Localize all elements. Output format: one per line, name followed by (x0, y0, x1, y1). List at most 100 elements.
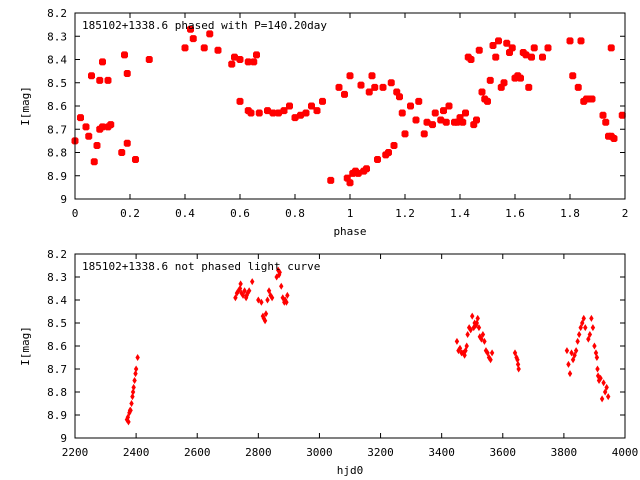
phased-y-axis-label: I[mag] (19, 86, 32, 126)
phased-x-tick-label: 1.4 (450, 207, 470, 220)
unphased-data-point (277, 268, 282, 276)
unphased-data-point (470, 312, 475, 320)
unphased-y-tick-label: 8.7 (47, 363, 67, 376)
unphased-x-tick-label: 3800 (551, 446, 578, 459)
phased-data-point (275, 109, 282, 117)
unphased-data-point (567, 370, 573, 378)
phased-data-point (610, 135, 618, 143)
phased-data-point (577, 37, 585, 45)
unphased-data-point (566, 360, 571, 368)
unphased-light-curve-panel: 2200 2400 2600 2800 3000 3200 3400 3600 3800 4000… (19, 248, 638, 477)
phased-data-point (90, 158, 98, 166)
unphased-x-tick-label: 3600 (490, 446, 517, 459)
unphased-data-point (578, 324, 583, 332)
unphased-y-axis-label: I[mag] (19, 326, 32, 366)
unphased-data-point (516, 365, 521, 373)
phased-x-tick-label: 0.2 (120, 207, 140, 220)
unphased-y-tick-label: 9 (60, 432, 67, 445)
unphased-data-point (590, 324, 596, 332)
unphased-data-point (489, 349, 495, 357)
unphased-x-axis-label: hjd0 (337, 464, 364, 477)
phased-data-point (484, 97, 491, 105)
phased-data-point (517, 74, 524, 82)
phased-data-point (255, 109, 263, 117)
unphased-data-point (485, 349, 490, 357)
unphased-data-point (488, 356, 493, 364)
phased-data-point (445, 102, 453, 110)
phased-data-point (286, 102, 293, 110)
unphased-data-point (263, 310, 269, 318)
unphased-data-point (133, 365, 139, 373)
unphased-data-point (480, 331, 486, 338)
phased-data-point (475, 46, 483, 54)
phased-data-point (423, 118, 431, 126)
unphased-data-point (454, 337, 460, 345)
phased-data-point (247, 109, 255, 117)
phased-data-point (107, 121, 115, 129)
unphased-data-point (240, 291, 246, 299)
unphased-data-point (135, 354, 140, 361)
phased-y-tick-label: 8.2 (47, 7, 67, 20)
phased-x-tick-label: 1.2 (395, 207, 415, 220)
phased-data-point (189, 35, 197, 43)
phased-y-tick-label: 8.5 (47, 77, 67, 90)
phased-data-point (123, 139, 131, 147)
phased-data-point (398, 109, 406, 117)
phased-data-point (132, 155, 139, 163)
phased-data-point (99, 58, 106, 66)
phased-data-point (371, 83, 379, 91)
unphased-data-point (595, 365, 600, 373)
phased-y-tick-label: 8.4 (47, 54, 67, 67)
phased-data-point (566, 37, 574, 45)
phased-x-axis-label: phase (333, 225, 366, 238)
unphased-data-point (284, 298, 289, 306)
phased-data-point (82, 123, 90, 131)
phased-data-point (319, 97, 326, 105)
phased-x-tick-label: 1.8 (560, 207, 580, 220)
unphased-y-tick-label: 8.9 (47, 409, 67, 422)
phased-data-point (145, 56, 153, 63)
phased-data-point (473, 116, 480, 124)
phased-data-point (302, 109, 310, 117)
unphased-data-point (592, 342, 597, 350)
unphased-data-point (587, 331, 593, 338)
phased-data-point (346, 179, 354, 187)
unphased-data-point (246, 287, 252, 295)
phased-y-tick-label: 8.9 (47, 170, 67, 183)
phased-data-point (379, 83, 387, 91)
unphased-y-tick-label: 8.3 (47, 271, 67, 284)
unphased-data-point (130, 393, 135, 401)
phased-y-tick-label: 8.6 (47, 100, 67, 113)
phased-data-point (244, 58, 252, 66)
phased-data-point (280, 107, 288, 115)
phased-data-point (396, 93, 403, 101)
phased-data-point (123, 69, 131, 77)
unphased-x-tick-label: 3000 (306, 446, 333, 459)
phased-data-point (503, 39, 511, 47)
unphased-data-point (594, 354, 600, 361)
unphased-x-tick-label: 2400 (123, 446, 150, 459)
unphased-data-point (279, 282, 284, 290)
phased-data-point (569, 72, 577, 80)
unphased-data-point (598, 374, 603, 382)
phased-data-point (346, 72, 354, 80)
unphased-data-point (130, 388, 136, 396)
phased-x-tick-label: 1.6 (505, 207, 525, 220)
phased-data-point (478, 88, 486, 96)
phased-chart-title: 185102+1338.6 phased with P=140.20day (82, 19, 327, 32)
phased-data-point (368, 72, 376, 80)
phased-data-points (71, 25, 626, 187)
phased-data-point (508, 44, 516, 52)
unphased-data-point (515, 356, 520, 364)
unphased-data-point (125, 413, 131, 421)
unphased-data-point (602, 388, 608, 396)
unphased-y-tick-label: 8.8 (47, 386, 67, 399)
phased-data-point (99, 123, 106, 131)
phased-data-point (291, 114, 299, 122)
phased-data-point (390, 142, 398, 150)
phased-data-point (93, 142, 101, 150)
unphased-data-point (475, 314, 480, 322)
unphased-data-point (132, 377, 137, 384)
unphased-data-point (515, 360, 521, 368)
phased-data-point (327, 176, 335, 184)
